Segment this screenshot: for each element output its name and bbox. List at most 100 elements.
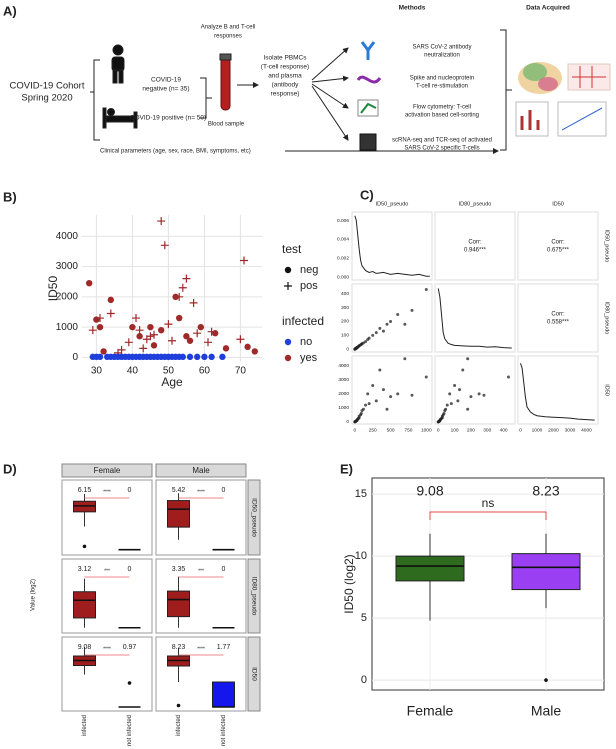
blood-tube-icon — [220, 57, 231, 111]
point — [466, 357, 470, 361]
panel-background — [61, 479, 153, 556]
point — [178, 283, 187, 292]
method-label: scRNA-seq and TCR-seq of activated — [392, 138, 492, 144]
point — [244, 343, 251, 351]
legend-label: yes — [300, 352, 318, 364]
x-tick-label: 400 — [500, 427, 508, 433]
x-tick-label: 70 — [235, 366, 247, 377]
x-tick-label: 30 — [91, 366, 103, 377]
outlier — [82, 544, 87, 549]
method-label: activation based cell-sorting — [405, 113, 479, 119]
point — [361, 341, 365, 345]
y-tick-label: 3000 — [338, 377, 349, 383]
facet-label: ID50 — [250, 667, 257, 681]
step-label: Isolate PBMCs — [264, 55, 308, 62]
x-tick-label: 3000 — [565, 427, 576, 433]
mean-label: 0 — [222, 487, 226, 494]
mean-label: 8.23 — [172, 644, 186, 651]
mean-label: 9.08 — [416, 483, 443, 499]
point — [364, 340, 368, 344]
point — [183, 333, 190, 340]
y-tick-label: 100 — [341, 333, 349, 339]
point — [212, 330, 219, 337]
point — [132, 314, 140, 323]
column-strip-label: ID50_pseudo — [376, 201, 409, 207]
point — [96, 353, 104, 361]
x-tick-label: 500 — [387, 427, 395, 433]
y-tick-label: 0.006 — [337, 218, 349, 224]
method-label: neutralization — [424, 53, 460, 59]
significance-label: **** — [197, 646, 205, 652]
point — [201, 353, 208, 361]
legend-key — [284, 266, 292, 274]
sequencer-icon — [359, 133, 377, 151]
mean-label: 9.08 — [78, 644, 92, 651]
facet-label: Female — [94, 466, 121, 475]
significance-bar — [429, 511, 547, 520]
method-label: T-cell re-stimulation — [416, 84, 468, 90]
plot-thumbnail — [515, 101, 549, 137]
point — [461, 368, 465, 372]
corr-value: 0.558*** — [547, 320, 570, 326]
umap-thumbnail — [523, 63, 547, 81]
facet-strip — [247, 636, 261, 712]
point — [448, 392, 452, 396]
point — [88, 326, 97, 335]
group-label: COVID-19 positive (n= 50) — [130, 115, 206, 122]
panel-background — [61, 636, 153, 712]
plot-thumbnail — [520, 110, 540, 130]
x-tick-label: 200 — [467, 427, 475, 433]
point — [506, 375, 510, 379]
x-tick-label: not infected — [221, 715, 227, 746]
legend-label: neg — [300, 264, 318, 276]
plot-thumbnail — [561, 107, 603, 131]
point — [236, 335, 245, 344]
y-tick-label: 400 — [341, 291, 349, 297]
point — [176, 314, 183, 322]
group-label: COVID-19 — [151, 77, 181, 84]
section-title: Data Acquired — [526, 5, 570, 12]
point — [193, 329, 202, 338]
y-tick-label: 0 — [346, 346, 349, 352]
point — [158, 326, 165, 334]
facet-strip — [247, 479, 261, 556]
point — [107, 296, 115, 304]
point — [366, 392, 370, 396]
density-line — [354, 215, 430, 277]
row-strip-label: ID50_pseudo — [604, 230, 610, 263]
clinical-label: Clinical parameters (age, sex, race, BMI… — [100, 149, 251, 155]
panel-background — [434, 283, 516, 353]
panel-label: E) — [340, 461, 353, 476]
section-title: Methods — [399, 5, 426, 12]
point — [147, 323, 154, 331]
x-tick-label: 2000 — [548, 427, 559, 433]
panel-background — [351, 211, 433, 281]
point — [389, 395, 393, 399]
y-tick-label: 2000 — [56, 291, 79, 302]
x-tick-label: 0 — [437, 427, 440, 433]
facet-strip — [155, 463, 247, 478]
point — [389, 319, 393, 323]
cohort-title: Spring 2020 — [21, 93, 72, 104]
bed-icon — [133, 111, 138, 129]
x-tick-label: 300 — [483, 427, 491, 433]
y-tick-label: 1000 — [56, 322, 79, 333]
step-label: and plasma — [268, 73, 302, 80]
point — [385, 407, 389, 411]
panel-background — [517, 283, 599, 353]
point — [186, 353, 194, 361]
point — [453, 383, 457, 387]
x-axis-label: Age — [161, 375, 183, 389]
point — [355, 418, 359, 422]
blood-tube-cap — [219, 53, 232, 61]
point — [150, 342, 158, 349]
box — [167, 590, 190, 618]
point — [179, 353, 186, 361]
umap-thumbnail — [538, 77, 558, 91]
point — [403, 322, 407, 326]
corr-value: 0.946*** — [464, 248, 487, 254]
x-tick-label: 100 — [451, 427, 459, 433]
x-tick-label: 0 — [354, 427, 357, 433]
facet-strip — [61, 463, 153, 478]
method-label: SARS CoV-2 antibody — [412, 45, 471, 51]
